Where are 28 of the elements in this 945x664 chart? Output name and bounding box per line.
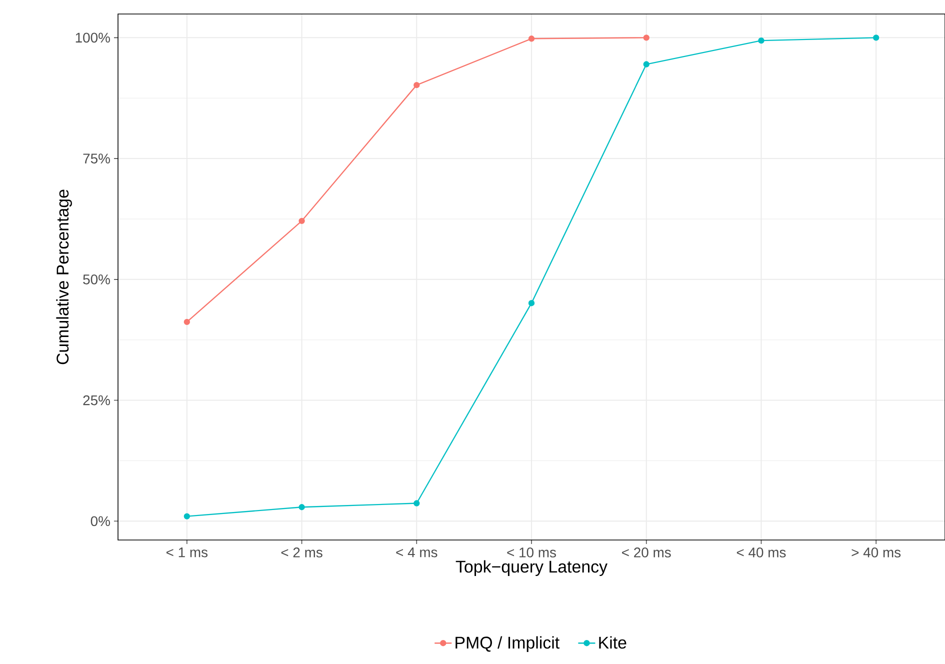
point xyxy=(528,300,535,306)
x-tick-label: < 40 ms xyxy=(736,548,786,558)
x-tick-label: < 1 ms xyxy=(166,548,208,558)
point xyxy=(184,513,190,520)
x-axis-title: Topk−query Latency xyxy=(456,560,608,576)
x-tick-label: < 2 ms xyxy=(281,548,322,558)
point xyxy=(643,34,650,41)
x-tick-label: < 10 ms xyxy=(507,548,556,558)
legend-label: PMQ / Implicit xyxy=(456,636,560,652)
y-tick-label: 100% xyxy=(76,32,110,43)
point xyxy=(414,82,420,88)
y-tick-label: 75% xyxy=(83,154,110,164)
point xyxy=(758,37,764,44)
x-tick-label: < 20 ms xyxy=(622,548,671,558)
point xyxy=(528,36,535,42)
y-tick-label: 50% xyxy=(83,274,110,284)
point xyxy=(873,34,880,41)
point xyxy=(414,500,420,506)
y-axis-title: Cumulative Percentage xyxy=(56,190,72,364)
y-tick-label: 0% xyxy=(90,516,110,526)
legend-label: Kite xyxy=(599,636,626,649)
point xyxy=(184,318,190,326)
x-tick-label: > 40 ms xyxy=(852,548,901,558)
point xyxy=(643,61,650,68)
x-tick-label: < 4 ms xyxy=(396,548,438,558)
y-tick-label: 25% xyxy=(83,395,110,406)
point xyxy=(298,504,305,510)
point xyxy=(298,218,305,224)
